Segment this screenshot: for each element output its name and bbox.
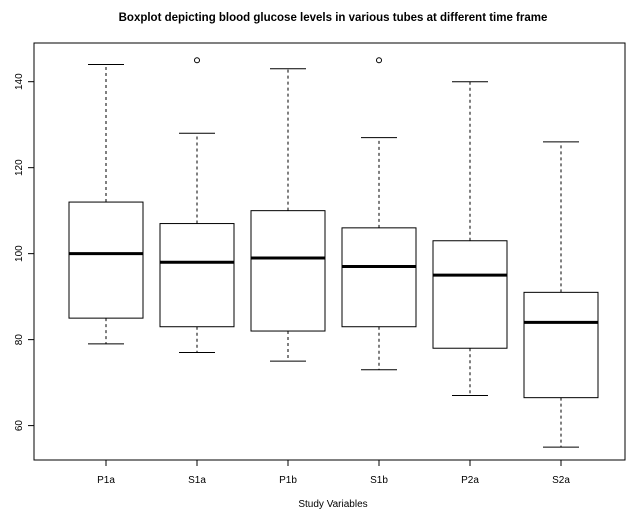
outlier-point [194, 57, 200, 64]
outlier-point [376, 57, 382, 64]
plot-frame [33, 42, 626, 461]
x-axis: P1a S1a P1b S1b P2a S2a [97, 460, 570, 486]
chart-title: Boxplot depicting blood glucose levels i… [119, 12, 548, 24]
box-S1b [341, 57, 417, 371]
iqr-box [250, 210, 326, 332]
x-tick-label-S1b: S1b [370, 475, 388, 486]
y-axis: 60 80 100 120 140 [14, 73, 34, 431]
iqr-box [341, 227, 417, 328]
iqr-box [432, 240, 508, 349]
box-S2a [523, 141, 599, 448]
iqr-box [159, 223, 235, 328]
x-tick-label-S1a: S1a [188, 475, 206, 486]
box-P2a [432, 81, 508, 397]
iqr-box [68, 201, 144, 319]
y-tick-label-140: 140 [14, 73, 25, 90]
x-tick-label-P2a: P2a [461, 475, 479, 486]
x-tick-label-P1a: P1a [97, 475, 115, 486]
y-tick-label-100: 100 [14, 245, 25, 262]
box-P1b [250, 68, 326, 362]
x-axis-label: Study Variables [298, 499, 367, 509]
box-P1a [68, 63, 144, 345]
y-tick-label-120: 120 [14, 159, 25, 176]
box-S1a [159, 57, 235, 354]
y-tick-label-80: 80 [14, 334, 25, 346]
y-tick-label-60: 60 [14, 420, 25, 432]
x-tick-label-P1b: P1b [279, 475, 297, 486]
boxes-group [68, 57, 599, 448]
x-tick-label-S2a: S2a [552, 475, 570, 486]
iqr-box [523, 291, 599, 399]
